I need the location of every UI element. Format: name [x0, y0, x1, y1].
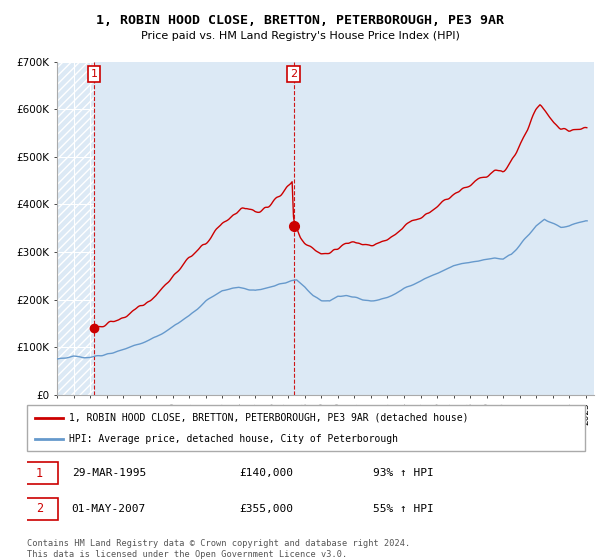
Text: 29-MAR-1995: 29-MAR-1995: [71, 468, 146, 478]
Text: Price paid vs. HM Land Registry's House Price Index (HPI): Price paid vs. HM Land Registry's House …: [140, 31, 460, 41]
Text: 55% ↑ HPI: 55% ↑ HPI: [373, 504, 434, 514]
Text: £140,000: £140,000: [239, 468, 293, 478]
Text: 1: 1: [91, 69, 97, 79]
Text: Contains HM Land Registry data © Crown copyright and database right 2024.
This d: Contains HM Land Registry data © Crown c…: [27, 539, 410, 559]
Text: 93% ↑ HPI: 93% ↑ HPI: [373, 468, 434, 478]
Text: £355,000: £355,000: [239, 504, 293, 514]
FancyBboxPatch shape: [22, 463, 58, 484]
FancyBboxPatch shape: [22, 498, 58, 520]
Text: 1, ROBIN HOOD CLOSE, BRETTON, PETERBOROUGH, PE3 9AR: 1, ROBIN HOOD CLOSE, BRETTON, PETERBOROU…: [96, 14, 504, 27]
Text: 1: 1: [36, 466, 43, 480]
FancyBboxPatch shape: [27, 405, 585, 451]
Text: 01-MAY-2007: 01-MAY-2007: [71, 504, 146, 514]
Text: 1, ROBIN HOOD CLOSE, BRETTON, PETERBOROUGH, PE3 9AR (detached house): 1, ROBIN HOOD CLOSE, BRETTON, PETERBOROU…: [69, 413, 469, 423]
Text: HPI: Average price, detached house, City of Peterborough: HPI: Average price, detached house, City…: [69, 435, 398, 444]
Text: 2: 2: [36, 502, 43, 515]
Text: 2: 2: [290, 69, 298, 79]
